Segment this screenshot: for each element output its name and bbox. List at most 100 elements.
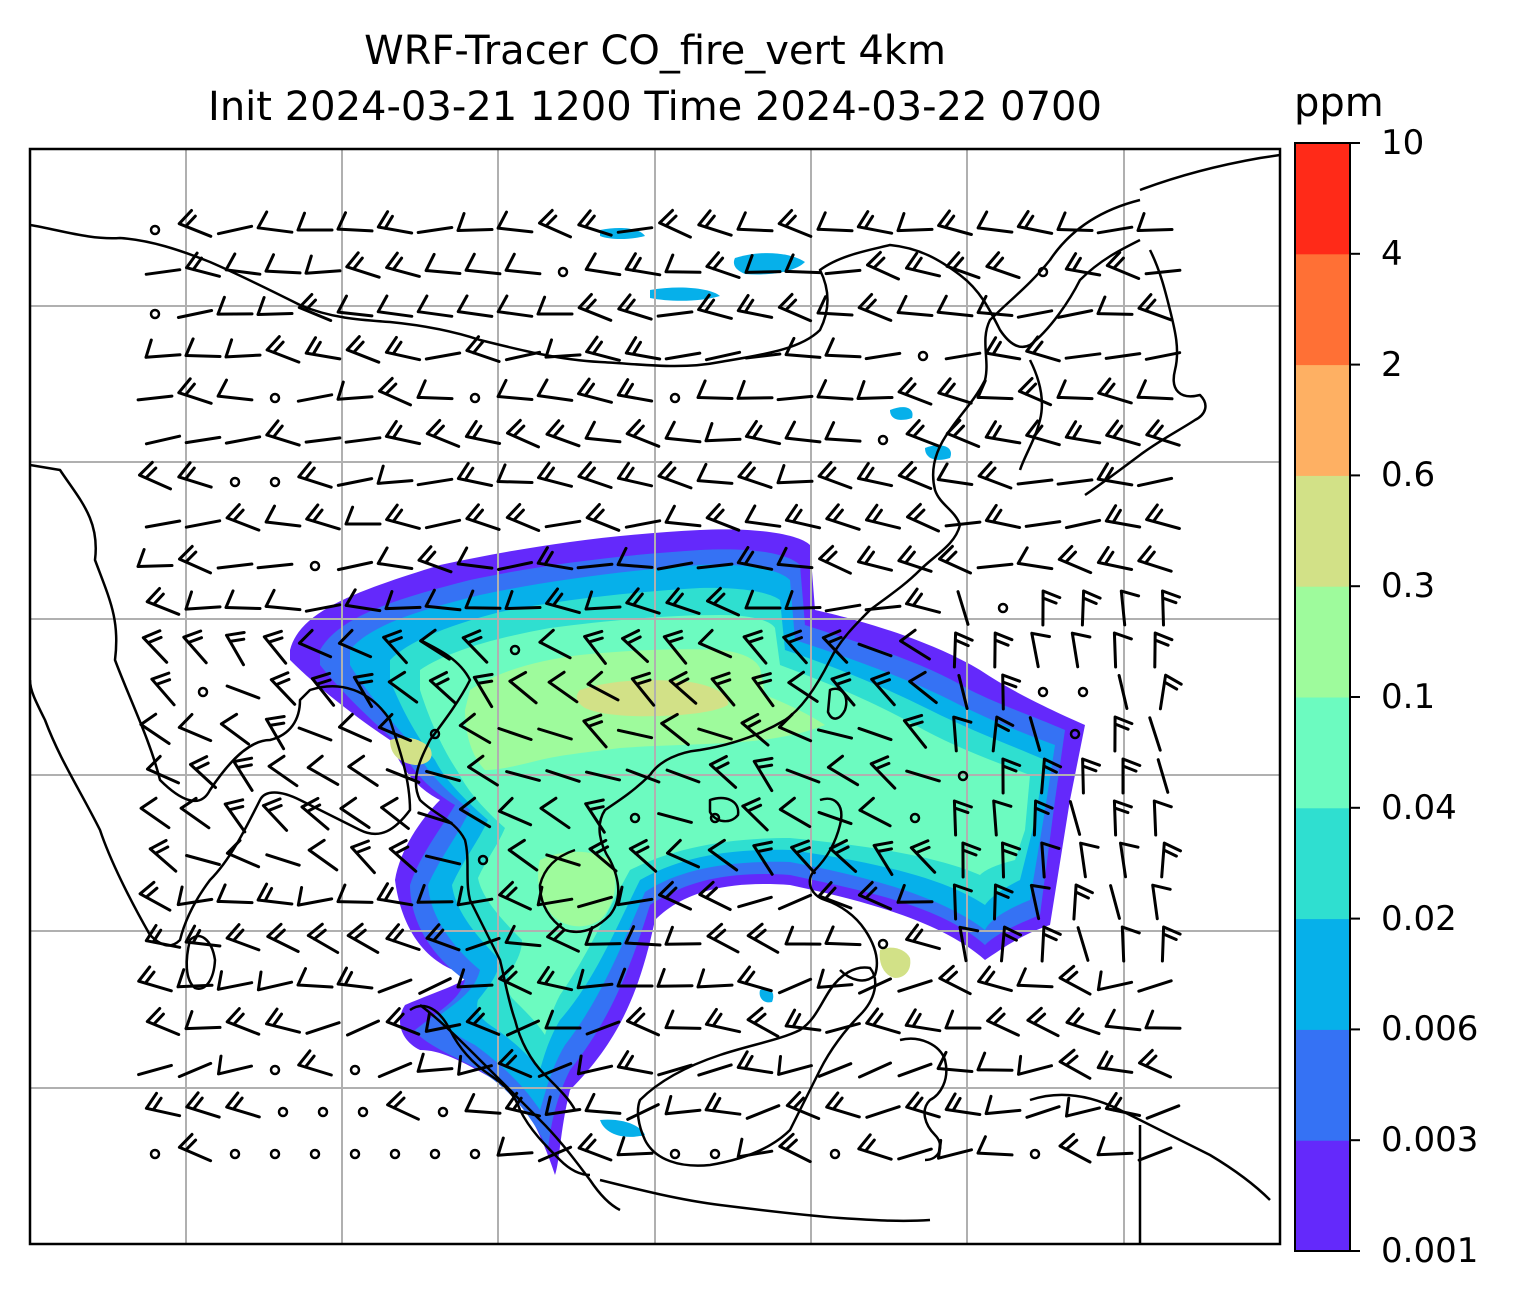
wind-barb [585, 770, 621, 782]
wind-barb [784, 590, 822, 610]
wind-barb [616, 728, 654, 740]
wind-barb [945, 251, 981, 280]
wind-barb [905, 587, 941, 614]
wind-barb [1029, 883, 1051, 921]
wind-barb [584, 926, 622, 946]
wind-barb [664, 420, 702, 444]
wind-barb [417, 545, 453, 574]
wind-barb [177, 209, 213, 238]
wind-barb [184, 519, 222, 529]
wind-barb [736, 211, 774, 233]
wind-barb [624, 519, 662, 529]
wind-barb [824, 925, 862, 947]
wind-barb [824, 421, 862, 443]
calm-wind-marker [709, 1148, 721, 1160]
wind-barb [896, 294, 934, 317]
wind-barb [817, 881, 853, 910]
calm-wind-marker [877, 938, 889, 950]
wind-barb [544, 1095, 582, 1116]
wind-barb [865, 1105, 901, 1119]
wind-barb [621, 629, 649, 663]
wind-barb [576, 968, 614, 990]
wind-barb [1065, 1007, 1101, 1036]
wind-barb [1068, 800, 1082, 836]
wind-barb [776, 394, 814, 402]
wind-barb [664, 253, 702, 274]
wind-barb [696, 462, 734, 485]
wind-barb [1137, 1146, 1173, 1162]
coast-india [30, 463, 412, 947]
wind-barb [262, 629, 288, 665]
wind-barb [144, 268, 182, 276]
wind-barb [1096, 970, 1134, 992]
wind-barb [256, 210, 294, 234]
wind-barb [216, 295, 254, 316]
wind-barb [1070, 631, 1092, 669]
wind-barb [1056, 211, 1094, 232]
wind-barb [176, 309, 214, 319]
wind-barb [1057, 545, 1093, 575]
wind-barb [1040, 757, 1063, 795]
wind-barbs-layer [136, 208, 1183, 1164]
wind-barb [784, 1008, 822, 1032]
wind-barb [144, 924, 182, 949]
calm-wind-marker [269, 392, 281, 404]
wind-barb [816, 211, 854, 233]
calm-wind-marker [829, 1148, 841, 1160]
wind-barb [1056, 309, 1094, 319]
wind-barb [936, 462, 974, 486]
wind-barb [184, 435, 222, 445]
calm-wind-marker [349, 1148, 361, 1160]
wind-barb [664, 925, 702, 946]
wind-barb [384, 419, 422, 446]
calm-wind-marker [1029, 1148, 1041, 1160]
colorbar-segment [1295, 475, 1350, 587]
colorbar-tick-label: 0.006 [1381, 1009, 1479, 1050]
calm-wind-marker [557, 266, 569, 278]
wind-barb [858, 977, 892, 995]
calm-wind-marker [1037, 266, 1049, 278]
wind-barb [741, 797, 769, 832]
wind-barb [464, 589, 502, 610]
wind-barb [576, 1054, 614, 1076]
wind-barb [751, 672, 775, 708]
plume-patch-6 [759, 988, 774, 1003]
wind-barb [896, 212, 934, 233]
wind-barb [585, 503, 621, 532]
wind-barb [456, 294, 494, 318]
wind-barb [465, 1007, 501, 1036]
wind-barb [976, 294, 1014, 317]
wind-barb [585, 335, 621, 362]
wind-barb [472, 672, 494, 709]
wind-barb [184, 924, 222, 948]
wind-barb [816, 295, 854, 317]
wind-barb [984, 336, 1022, 361]
wind-barb [976, 1051, 1014, 1072]
wind-barb [1113, 715, 1134, 753]
calm-wind-marker [309, 560, 321, 572]
wind-barb [376, 546, 414, 570]
wind-barb [456, 212, 494, 232]
wind-barb [1072, 883, 1094, 921]
wind-barb [1041, 589, 1062, 627]
wind-barb [577, 377, 613, 404]
wind-barb [825, 1022, 861, 1034]
wind-barb [991, 715, 1015, 753]
wind-barb [658, 880, 692, 911]
wind-barb [344, 588, 382, 613]
wind-barb [830, 671, 856, 707]
wind-barb [576, 562, 614, 570]
wind-barb [377, 713, 413, 743]
wind-barb [665, 768, 701, 784]
wind-barb [544, 519, 582, 529]
wind-barb [546, 922, 580, 953]
wind-barb [1025, 1105, 1061, 1119]
wind-barb [145, 587, 181, 616]
wind-barb [416, 226, 454, 234]
wind-barb [265, 419, 301, 447]
wind-barb [144, 519, 182, 529]
wind-barb [136, 394, 174, 402]
wind-barb [425, 923, 461, 952]
colorbar-segment [1295, 807, 1350, 920]
wind-barb [585, 1020, 621, 1036]
